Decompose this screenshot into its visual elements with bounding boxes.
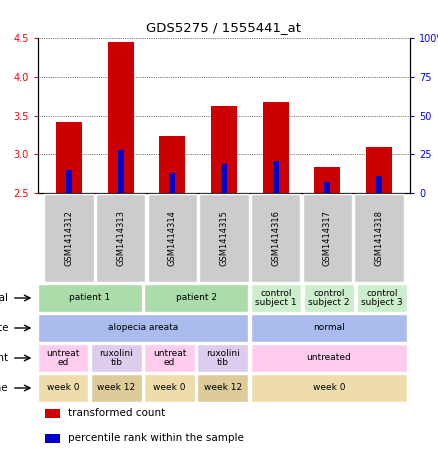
Text: GSM1414312: GSM1414312 [64, 210, 74, 266]
Bar [46, 434, 60, 443]
Bar [198, 343, 248, 372]
Text: time: time [0, 383, 8, 393]
Bar [325, 182, 330, 193]
Bar [211, 106, 237, 193]
Text: GSM1414318: GSM1414318 [374, 210, 384, 266]
Bar [46, 409, 60, 418]
Text: GSM1414314: GSM1414314 [168, 210, 177, 266]
Bar [108, 42, 134, 193]
Text: control
subject 2: control subject 2 [308, 289, 350, 307]
FancyBboxPatch shape [354, 194, 404, 282]
Text: individual: individual [0, 293, 8, 303]
Bar [304, 284, 354, 313]
Bar [263, 101, 289, 193]
Text: agent: agent [0, 353, 8, 363]
FancyBboxPatch shape [199, 194, 249, 282]
Bar [251, 284, 301, 313]
Text: untreat
ed: untreat ed [153, 349, 186, 367]
Bar [198, 374, 248, 402]
Bar [91, 343, 141, 372]
Bar [56, 122, 82, 193]
Text: week 12: week 12 [97, 384, 135, 392]
Text: patient 2: patient 2 [176, 294, 217, 303]
Text: untreated: untreated [307, 353, 351, 362]
Bar [251, 313, 407, 342]
Bar [38, 284, 141, 313]
Bar [144, 343, 195, 372]
Text: week 0: week 0 [313, 384, 345, 392]
Text: percentile rank within the sample: percentile rank within the sample [68, 433, 244, 443]
Bar [38, 343, 88, 372]
Bar [91, 374, 141, 402]
Text: week 0: week 0 [153, 384, 186, 392]
Text: GSM1414313: GSM1414313 [116, 210, 125, 266]
Bar [366, 146, 392, 193]
Text: alopecia areata: alopecia areata [108, 323, 178, 333]
Bar [144, 284, 248, 313]
Text: GSM1414316: GSM1414316 [271, 210, 280, 266]
Title: GDS5275 / 1555441_at: GDS5275 / 1555441_at [146, 21, 301, 34]
Text: week 0: week 0 [47, 384, 79, 392]
Bar [170, 173, 175, 193]
Bar [273, 161, 279, 193]
Text: week 12: week 12 [204, 384, 242, 392]
Bar [38, 374, 88, 402]
Text: disease state: disease state [0, 323, 8, 333]
Bar [144, 374, 195, 402]
Bar [376, 176, 382, 193]
Bar [38, 313, 248, 342]
Bar [118, 149, 124, 193]
Bar [159, 136, 185, 193]
Text: control
subject 1: control subject 1 [255, 289, 297, 307]
FancyBboxPatch shape [148, 194, 197, 282]
Bar [251, 374, 407, 402]
Text: ruxolini
tib: ruxolini tib [206, 349, 240, 367]
Bar [314, 167, 340, 193]
Bar [357, 284, 407, 313]
Text: transformed count: transformed count [68, 408, 165, 419]
FancyBboxPatch shape [303, 194, 352, 282]
Text: GSM1414315: GSM1414315 [219, 210, 229, 266]
Text: untreat
ed: untreat ed [46, 349, 80, 367]
FancyBboxPatch shape [251, 194, 300, 282]
Bar [221, 164, 227, 193]
Text: normal: normal [313, 323, 345, 333]
FancyBboxPatch shape [44, 194, 94, 282]
Bar [66, 170, 72, 193]
Text: control
subject 3: control subject 3 [361, 289, 403, 307]
Bar [251, 343, 407, 372]
Text: GSM1414317: GSM1414317 [323, 210, 332, 266]
Text: patient 1: patient 1 [69, 294, 110, 303]
FancyBboxPatch shape [96, 194, 145, 282]
Text: ruxolini
tib: ruxolini tib [99, 349, 133, 367]
